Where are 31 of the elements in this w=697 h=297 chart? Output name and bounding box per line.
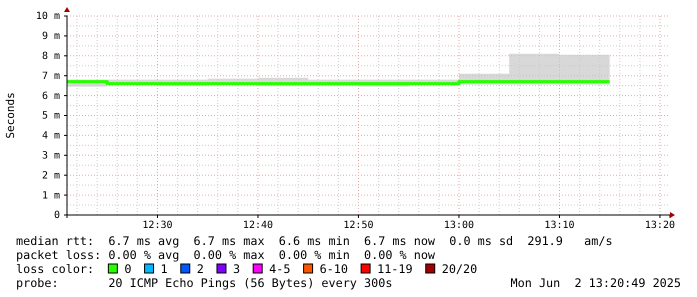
x-tick-label: 13:10 <box>544 220 575 232</box>
y-tick-label: 9 m <box>42 31 60 42</box>
text: median rtt: 6.7 ms avg 6.7 ms max 6.6 ms min 6.7 ms now 0.0 ms sd 291.9 am/s <box>16 234 613 248</box>
x-tick-label: 13:00 <box>444 220 474 232</box>
legend-label: 1 <box>160 262 168 276</box>
y-axis-title: Seconds <box>4 92 17 139</box>
legend-label: 20/20 <box>442 262 478 276</box>
x-tick-label: 12:50 <box>343 220 374 232</box>
x-tick-label: 13:20 <box>644 220 675 232</box>
x-tick-label: 12:30 <box>142 220 173 232</box>
legend-label: 11-19 <box>377 262 413 276</box>
legend-label: 2 <box>196 262 204 276</box>
legend-label: 0 <box>124 262 132 276</box>
y-tick-label: 5 m <box>42 110 60 122</box>
text: probe: 20 ICMP Echo Pings (56 Bytes) every 300s <box>16 276 392 290</box>
y-tick-label: 8 m <box>42 51 60 62</box>
y-tick-label: 3 m <box>42 150 60 162</box>
legend-title: loss color: <box>16 262 94 276</box>
y-tick-label: 6 m <box>42 90 60 102</box>
y-tick-label: 0 <box>54 210 60 222</box>
legend-label: 3 <box>232 262 240 276</box>
legend-label: 4-5 <box>269 262 290 276</box>
y-tick-label: 7 m <box>42 70 60 82</box>
y-tick-label: 10 m <box>36 11 60 22</box>
y-tick-label: 4 m <box>42 130 60 142</box>
text: packet loss: 0.00 % avg 0.00 % max 0.00 % min 0.00 % now <box>16 248 436 262</box>
legend-label: 6-10 <box>320 262 348 276</box>
text: Mon Jun 2 13:20:49 2025 <box>510 276 681 290</box>
y-tick-label: 2 m <box>42 170 60 182</box>
x-tick-label: 12:40 <box>242 220 274 232</box>
y-tick-label: 1 m <box>42 190 60 202</box>
